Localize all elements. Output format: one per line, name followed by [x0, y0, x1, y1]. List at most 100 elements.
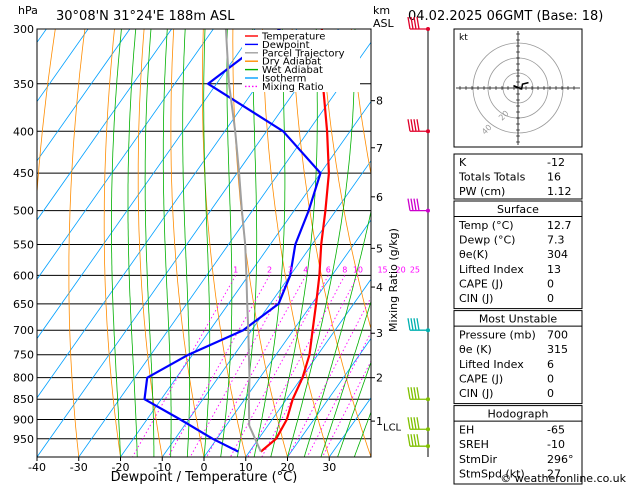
wind-barb [407, 434, 430, 449]
legend-entry: Mixing Ratio [262, 82, 324, 93]
pressure-tick-label: 350 [13, 78, 34, 91]
pressure-unit-label: hPa [18, 4, 38, 17]
table-row-value: 296° [547, 453, 574, 466]
dry-adiabat-line [588, 29, 629, 457]
dry-adiabat-line [170, 29, 205, 457]
mixing-ratio-label: 8 [342, 265, 347, 274]
height-tick-label: 1 [376, 415, 383, 428]
wet-adiabat-line [127, 29, 138, 457]
table-row-value: -65 [547, 424, 565, 437]
mixing-ratio-line [247, 275, 346, 457]
table-row-label: StmDir [459, 453, 498, 466]
km-unit-label: km [373, 4, 390, 17]
indices-frame [453, 153, 583, 200]
wet-adiabat-line [144, 29, 155, 457]
hodograph-unit-label: kt [459, 33, 468, 43]
surface-table-title: Surface [497, 203, 539, 216]
wet-adiabat-line [162, 29, 172, 457]
asl-unit-label: ASL [373, 17, 395, 30]
table-row-value: 6 [547, 358, 554, 371]
mixing-ratio-label: 25 [410, 265, 420, 274]
table-row-label: PW (cm) [459, 185, 505, 198]
surface-table: Surface Temp (°C) 12.7 Dewp (°C) 7.3 θe(K) 304… [453, 200, 583, 310]
credit-label: © weatheronline.co.uk [500, 472, 626, 485]
table-row-value: 27 [547, 467, 561, 480]
table-row-label: K [459, 156, 467, 169]
table-row-value: 304 [547, 248, 568, 261]
wind-barb [407, 417, 430, 432]
table-row-value: -12 [547, 156, 565, 169]
mixing-ratio-line [189, 275, 291, 457]
mixing-ratio-label: 20 [396, 265, 406, 274]
height-tick-label: 4 [376, 281, 383, 294]
x-axis-label: Dewpoint / Temperature (°C) [111, 470, 298, 485]
table-row-value: 12.7 [547, 219, 572, 232]
table-row-label: Lifted Index [459, 263, 524, 276]
table-row-value: 700 [547, 329, 568, 342]
hodograph-table-frame [453, 405, 583, 485]
wet-adiabat-line [182, 29, 191, 457]
height-tick-label: 3 [376, 327, 383, 340]
height-tick-label: 6 [376, 191, 383, 204]
mixing-ratio-line [287, 296, 371, 457]
height-tick-label: 5 [376, 242, 383, 255]
mixing-ratio-line [322, 360, 371, 457]
temperature-tick-label: 10 [239, 461, 253, 474]
most-unstable-table: Most Unstable Pressure (mb) 700 θe (K) 315 Li… [453, 310, 583, 405]
most-unstable-table-title: Most Unstable [479, 313, 558, 326]
dry-adiabat-line [68, 29, 86, 457]
hodograph-table: Hodograph EH -65 SREH -10 StmDir 296° StmSpd (k… [453, 405, 583, 485]
pressure-tick-label: 950 [13, 433, 34, 446]
surface-table-frame [453, 200, 583, 310]
temperature-tick-label: -30 [70, 461, 88, 474]
pressure-tick-label: 400 [13, 125, 34, 138]
table-row-value: -10 [547, 438, 565, 451]
table-row-label: θe(K) [459, 248, 488, 261]
pressure-tick-label: 300 [13, 23, 34, 36]
wind-barb [407, 387, 430, 402]
location-label: 30°08'N 31°24'E 188m ASL [56, 9, 235, 24]
temperature-tick-label: -40 [28, 461, 46, 474]
series-parcel-trajectory [224, 29, 262, 453]
wet-adiabat-line [287, 29, 356, 457]
mixing-ratio-line [230, 275, 329, 457]
pressure-tick-label: 550 [13, 238, 34, 251]
table-row-label: CIN (J) [459, 387, 493, 400]
dry-adiabat-line [37, 29, 56, 457]
legend-entry: Dry Adiabat [262, 57, 321, 68]
mixing-ratio-label: 3 [288, 265, 293, 274]
wind-barb [407, 119, 430, 134]
pressure-tick-label: 650 [13, 298, 34, 311]
skewt-plot-area: 1 2 3 4 6 8 10 15 20 25 TemperatureDewpointParcel… [36, 28, 629, 458]
dry-adiabat-line [321, 29, 371, 331]
mixing-ratio-label: 4 [303, 265, 308, 274]
pressure-tick-label: 850 [13, 393, 34, 406]
isotherm-line [37, 29, 339, 457]
temperature-tick-label: 0 [201, 461, 208, 474]
table-row-value: 0 [547, 292, 554, 305]
table-row-label: CAPE (J) [459, 372, 503, 385]
wet-adiabat-line [111, 29, 122, 457]
isotherm-line [287, 337, 371, 457]
table-row-label: Pressure (mb) [459, 329, 536, 342]
isotherm-line [78, 41, 371, 457]
table-row-value: 0 [547, 387, 554, 400]
legend-entry: Dewpoint [262, 40, 310, 51]
temperature-tick-label: -20 [112, 461, 130, 474]
mixing-ratio-label: 1 [233, 265, 238, 274]
table-row-label: StmSpd (kt) [459, 467, 525, 480]
legend-background [242, 30, 360, 92]
isotherm-line [37, 29, 298, 399]
dry-adiabat-line [201, 29, 247, 457]
pressure-tick-label: 600 [13, 269, 34, 282]
table-row-value: 16 [547, 171, 561, 184]
dry-adiabat-line [137, 29, 163, 457]
isotherm-line [161, 160, 371, 457]
pressure-tick-label: 900 [13, 414, 34, 427]
isotherm-line [37, 29, 89, 103]
stats-tables: K -12 Totals Totals 16 PW (cm) 1.12 Surface Tem… [453, 153, 583, 485]
mixing-ratio-line [132, 275, 237, 457]
dry-adiabat-line [618, 29, 629, 457]
height-axis: 8 7 6 5 4 3 2 1 LCL [371, 95, 402, 433]
